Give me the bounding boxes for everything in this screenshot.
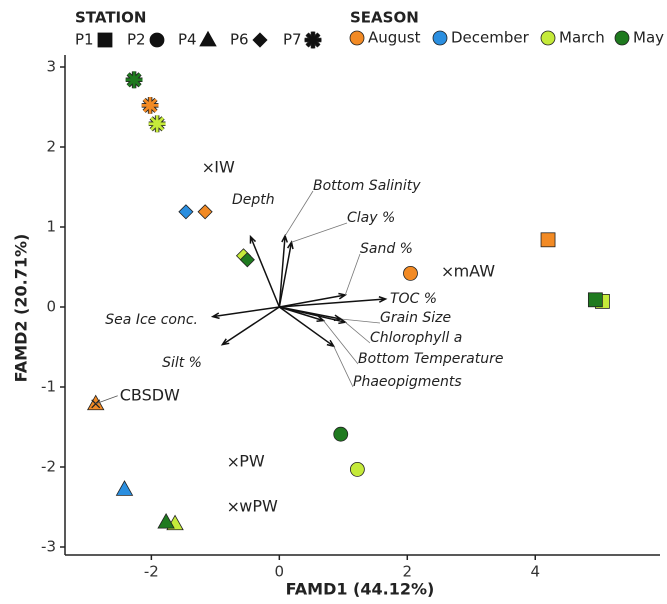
station-legend-marker [149,32,165,48]
point [157,512,175,529]
season-legend-label: December [451,29,530,47]
station-legend-marker [97,32,113,48]
water-mass-label: PW [239,452,265,471]
asterisk-fill [141,97,159,114]
season-legend-label: May [633,29,664,47]
loading-label: Sand % [360,241,413,257]
label-leader [344,321,371,344]
y-tick-label: 2 [46,138,56,156]
point [125,71,143,89]
loading-arrow [278,233,288,308]
station-legend-marker [304,31,322,49]
x-tick-label: 2 [403,563,413,581]
loading-label: Bottom Temperature [358,351,503,367]
station-legend-marker [199,30,217,47]
point [86,394,105,411]
label-leader [340,318,381,324]
loading-label: TOC % [390,291,437,307]
loading-label: Clay % [347,210,395,226]
x-tick-label: -2 [144,563,159,581]
point [148,115,166,133]
x-tick-label: 4 [530,563,540,581]
season-legend-marker [432,30,448,46]
asterisk-fill [304,31,322,49]
y-tick-label: 1 [46,218,56,236]
loading-arrow [279,296,388,308]
asterisk-fill [125,71,143,89]
y-tick-label: -3 [41,538,56,556]
season-legend-label: August [368,29,421,47]
station-legend-label: P7 [283,31,302,49]
x-tick-label: 0 [275,563,285,581]
point [239,252,255,268]
point [587,292,603,308]
water-mass-marker [203,163,213,173]
water-mass-label: IW [214,157,235,176]
point [403,265,418,281]
point [141,97,159,114]
label-leader [291,222,348,243]
season-legend-marker [540,30,556,46]
water-mass-label: CBSDW [120,385,180,404]
loading-arrow [210,306,280,320]
asterisk-fill [148,115,166,133]
point [178,204,194,220]
label-leader [95,395,118,405]
loading-arrow [249,234,281,308]
label-leader [344,253,361,296]
loading-arrow [220,306,280,346]
loading-arrow [279,306,326,323]
season-legend-marker [614,30,630,46]
water-mass-label: mAW [454,261,496,280]
point [349,461,365,477]
y-tick-label: -1 [41,378,56,396]
station-legend-label: P1 [75,31,94,49]
water-mass-marker [228,502,238,512]
label-leader [323,320,359,365]
loading-label: Silt % [162,355,202,371]
loading-label: Sea Ice conc. [105,312,198,328]
station-legend-title: STATION [75,9,146,27]
water-mass-marker [228,457,238,467]
x-axis-label: FAMD1 (44.12%) [286,580,435,599]
y-tick-label: -2 [41,458,56,476]
loading-label: Depth [232,192,275,208]
point [115,480,134,496]
y-tick-label: 3 [46,58,56,76]
label-leader [333,346,354,388]
loading-label: Bottom Salinity [313,178,421,194]
loading-label: Chlorophyll a [370,330,462,346]
point [333,426,349,442]
water-mass-label: wPW [239,497,278,516]
station-legend-label: P6 [230,31,249,49]
station-legend-label: P2 [127,31,146,49]
point [540,232,556,248]
station-legend-label: P4 [178,31,197,49]
season-legend-title: SEASON [350,9,419,27]
season-legend-marker [349,30,365,46]
loading-label: Grain Size [380,310,451,326]
point [197,204,213,220]
y-tick-label: 0 [46,298,56,316]
season-legend-label: March [559,29,605,47]
station-legend-marker [252,32,268,48]
loading-label: Phaeopigments [353,374,462,390]
y-axis-label: FAMD2 (20.71%) [12,234,31,383]
label-leader [284,190,314,237]
water-mass-marker [443,267,453,277]
